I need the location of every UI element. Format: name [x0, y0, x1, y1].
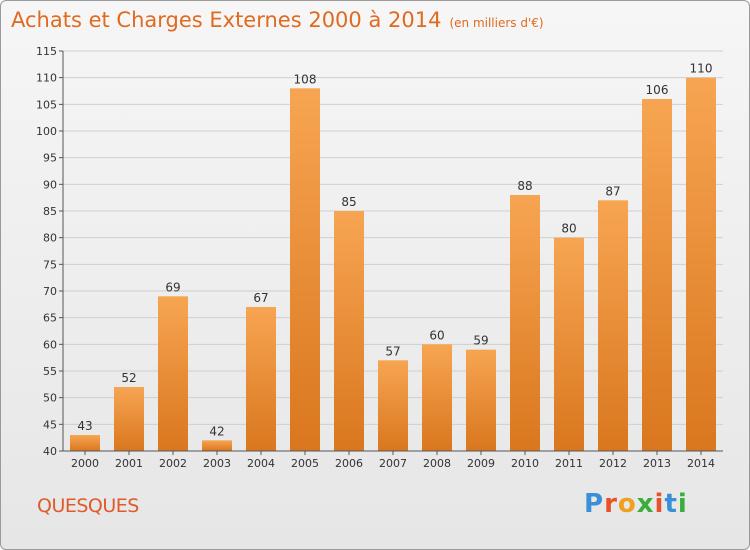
y-tick-label: 60 — [43, 338, 57, 351]
y-tick-label: 65 — [43, 312, 57, 325]
x-tick-label-2003: 2003 — [203, 457, 231, 470]
logo-letter: o — [617, 489, 637, 519]
y-tick-label: 55 — [43, 365, 57, 378]
value-label-2010: 88 — [517, 179, 532, 193]
logo-letter: i — [654, 489, 665, 519]
bar-2013 — [642, 99, 672, 451]
logo-letter: P — [584, 489, 605, 519]
proxiti-logo[interactable]: Proxiti — [584, 489, 688, 519]
bar-2007 — [378, 360, 408, 451]
x-tick-label-2001: 2001 — [115, 457, 143, 470]
bar-2008 — [422, 344, 452, 451]
chart-title-text: Achats et Charges Externes 2000 à 2014 — [11, 8, 442, 32]
y-tick-label: 40 — [43, 445, 57, 458]
value-label-2004: 67 — [253, 291, 268, 305]
value-label-2013: 106 — [646, 83, 669, 97]
y-tick-label: 70 — [43, 285, 57, 298]
y-tick-label: 75 — [43, 258, 57, 271]
x-tick-label-2007: 2007 — [379, 457, 407, 470]
x-tick-label-2013: 2013 — [643, 457, 671, 470]
chart-title: Achats et Charges Externes 2000 à 2014 (e… — [11, 8, 544, 32]
bar-2002 — [158, 296, 188, 451]
x-tick-label-2010: 2010 — [511, 457, 539, 470]
bar-2012 — [598, 200, 628, 451]
bar-2000 — [70, 435, 100, 451]
y-tick-label: 95 — [43, 152, 57, 165]
logo-letter: x — [636, 489, 655, 519]
x-tick-label-2014: 2014 — [687, 457, 715, 470]
value-label-2003: 42 — [209, 424, 224, 438]
y-tick-label: 85 — [43, 205, 57, 218]
x-tick-label-2004: 2004 — [247, 457, 275, 470]
value-label-2007: 57 — [385, 344, 400, 358]
bar-2009 — [466, 349, 496, 451]
x-tick-label-2005: 2005 — [291, 457, 319, 470]
x-tick-label-2008: 2008 — [423, 457, 451, 470]
value-label-2000: 43 — [77, 419, 92, 433]
logo-letter: i — [677, 489, 688, 519]
axis-layer: 40 45 50 55 60 65 70 75 80 85 90 95 100 105 110 115 2000… — [36, 45, 723, 470]
value-label-2005: 108 — [294, 72, 317, 86]
bar-2010 — [510, 195, 540, 451]
y-tick-label: 105 — [36, 98, 57, 111]
bar-2006 — [334, 211, 364, 451]
y-tick-label: 45 — [43, 418, 57, 431]
y-tick-label: 100 — [36, 125, 57, 138]
x-tick-label-2011: 2011 — [555, 457, 583, 470]
x-tick-label-2012: 2012 — [599, 457, 627, 470]
logo-letter: t — [664, 489, 678, 519]
bar-2005 — [290, 88, 320, 451]
bar-2011 — [554, 237, 584, 451]
value-label-2009: 59 — [473, 334, 488, 348]
value-label-2011: 80 — [561, 222, 576, 236]
bar-2004 — [246, 307, 276, 451]
value-label-2001: 52 — [121, 371, 136, 385]
x-tick-label-2006: 2006 — [335, 457, 363, 470]
value-label-2014: 110 — [690, 62, 713, 76]
bar-2001 — [114, 387, 144, 451]
value-label-2002: 69 — [165, 280, 180, 294]
label-layer: 43 52 69 42 67 108 85 57 60 59 88 80 87 106 110 — [77, 62, 712, 439]
x-tick-label-2002: 2002 — [159, 457, 187, 470]
x-tick-label-2000: 2000 — [71, 457, 99, 470]
y-tick-label: 90 — [43, 178, 57, 191]
value-label-2006: 85 — [341, 195, 356, 209]
bar-2003 — [202, 440, 232, 451]
y-tick-label: 50 — [43, 392, 57, 405]
value-label-2012: 87 — [605, 184, 620, 198]
y-tick-label: 80 — [43, 232, 57, 245]
y-tick-label: 115 — [36, 45, 57, 58]
value-label-2008: 60 — [429, 328, 444, 342]
logo-letter: r — [604, 489, 618, 519]
commune-name: QUESQUES — [37, 495, 139, 517]
bar-2014 — [686, 77, 716, 452]
bar-layer — [70, 77, 716, 452]
unit-note: (en milliers d'€) — [449, 16, 544, 30]
x-tick-label-2009: 2009 — [467, 457, 495, 470]
y-tick-label: 110 — [36, 72, 57, 85]
